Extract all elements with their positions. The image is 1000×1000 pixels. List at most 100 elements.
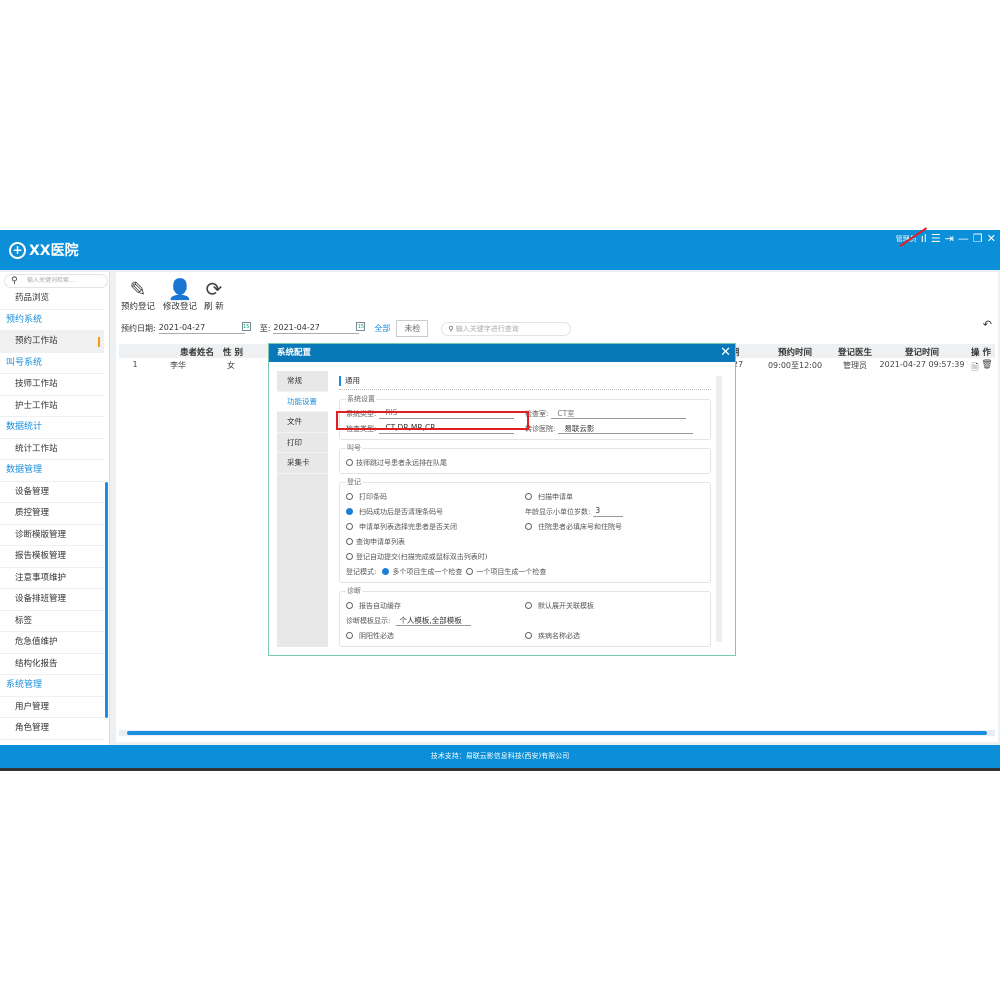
sidebar-group[interactable]: 数据管理 [0,460,104,482]
system-type-label: 系统类型: [346,409,377,418]
add-appointment-button[interactable]: ✎ 预约登记 [121,278,155,312]
radio[interactable] [466,568,474,575]
group-legend: 系统设置 [347,395,375,403]
horizontal-scrollbar[interactable] [119,730,995,736]
cell-regtime: 2021-04-27 09:57:39 [879,360,965,369]
sidebar-item[interactable]: 标签 [0,611,104,632]
group-legend: 诊断 [347,587,361,595]
radio[interactable] [346,632,353,639]
add-label: 预约登记 [121,302,156,312]
trash-icon[interactable]: 🗑 [981,360,993,370]
close-icon[interactable]: ✕ [986,232,996,245]
radio[interactable] [346,602,353,609]
cell-time: 09:00至12:00 [767,361,823,370]
header: + XX医院 管理员 ıl ☰ ⇥ — ❐ ✕ [0,230,1000,270]
radio[interactable] [525,602,532,609]
sidebar-item[interactable]: 结构化报告 [0,654,104,675]
sidebar-item[interactable]: 质控管理 [0,503,104,525]
age-unit-label: 年龄显示小单位岁数: [525,507,591,516]
referral-hospital-input[interactable]: 易联云影 [558,423,694,434]
minimize-icon[interactable]: — [957,232,969,245]
sidebar-search-input[interactable]: ⚲ 输入关键词检索... [4,274,108,288]
sidebar-group[interactable]: 叫号系统 [0,353,104,374]
radio[interactable] [346,493,353,500]
col-ops: 操 作 [971,348,991,358]
all-button[interactable]: 全部 [374,324,391,333]
user-name[interactable]: 管理员 [895,234,917,243]
radio[interactable] [346,523,353,530]
tab-print[interactable]: 打印 [277,433,328,453]
dialog-close-icon[interactable]: ✕ [720,345,731,360]
edit-form-icon: ✎ [129,277,147,301]
option-label: 一个项目生成一个检查 [476,567,547,576]
radio[interactable] [525,523,532,530]
sidebar-group[interactable]: 预约系统 [0,310,104,331]
radio-checked[interactable] [382,568,390,575]
option-label: 多个项目生成一个检查 [392,567,463,576]
sidebar-group[interactable]: 系统管理 [0,675,104,697]
sidebar-item[interactable]: 药品浏览 [0,288,104,310]
calendar-icon[interactable]: 15 [356,322,366,331]
date-to-input[interactable]: 2021-04-27 15 [273,322,366,334]
radio[interactable] [346,553,353,560]
unchecked-button[interactable]: 未检 [396,320,429,337]
sidebar-item[interactable]: 护士工作站 [0,396,104,417]
radio[interactable] [346,538,353,545]
sidebar-group[interactable]: 数据统计 [0,417,104,439]
system-config-dialog: 系统配置 ✕ 常规 功能设置 文件 打印 采集卡 通用 系统设置 系统类型: RI… [268,343,736,656]
col-sex: 性 别 [223,348,243,358]
tab-file[interactable]: 文件 [277,412,328,433]
radio-checked[interactable] [346,508,353,515]
template-display-input[interactable]: 个人模板,全部模板 [396,615,472,626]
refresh-label: 刷 新 [204,302,224,312]
keyword-search-input[interactable]: ⚲ 输入关键字进行查询 [441,321,572,336]
call-group: 叫号 技师跳过号患者永远排在队尾 [339,443,711,474]
edit-appointment-button[interactable]: 👤 修改登记 [163,278,197,312]
exam-type-input[interactable]: CT,DR,MR,CR [379,423,515,434]
radio[interactable] [525,493,532,500]
sidebar-item[interactable]: 诊断模版管理 [0,525,104,546]
sidebar-item[interactable]: 用户管理 [0,697,104,718]
room-input[interactable]: CT室 [551,408,687,419]
cell-doctor: 管理员 [843,361,867,370]
template-display-label: 诊断模板显示: [346,616,391,625]
restore-icon[interactable]: ❐ [972,232,983,245]
sidebar-item[interactable]: 技师工作站 [0,374,104,396]
back-icon[interactable]: ↶ [982,318,992,331]
sidebar-item[interactable]: 预约工作站 [0,331,104,353]
date-from-value: 2021-04-27 [158,323,206,332]
tab-capture-card[interactable]: 采集卡 [277,453,328,474]
date-label: 预约日期: [121,324,156,333]
sidebar-item[interactable]: 危急值维护 [0,632,104,654]
sidebar-item[interactable]: 注意事项维护 [0,568,104,589]
refresh-button[interactable]: ⟳ 刷 新 [204,278,224,312]
option-label: 登记自动提交(扫描完成或鼠标双击列表时) [356,552,488,561]
sidebar-item[interactable]: 报告模板管理 [0,546,104,568]
search-icon: ⚲ [448,324,456,333]
sidebar-item[interactable]: 统计工作站 [0,439,104,460]
table-row[interactable]: 1 李华 女 27 09:00至12:00 管理员 2021-04-27 09:… [119,358,995,374]
age-unit-input[interactable]: 3 [593,506,624,517]
section-title: 通用 [339,376,711,386]
edit-doc-icon[interactable]: 🗎 [971,363,979,373]
calendar-icon[interactable]: 15 [241,322,251,331]
diagnosis-group: 诊断 报告自动缓存 默认展开关联模板 诊断模板显示: 个人模板,全部模板 阴阳性必选… [339,586,711,647]
tab-general[interactable]: 常规 [277,371,328,392]
sidebar-scrollbar[interactable] [105,482,108,718]
hospital-cross-icon: + [9,241,26,259]
date-from-input[interactable]: 2021-04-27 15 [158,322,251,334]
dialog-scrollbar[interactable] [716,376,722,642]
sidebar-item[interactable]: 设备管理 [0,482,104,503]
group-legend: 叫号 [347,444,361,452]
date-to-label: 至: [259,324,271,333]
dialog-title: 系统配置 [269,344,735,362]
sidebar-item[interactable]: 设备排班管理 [0,589,104,611]
tab-function-settings[interactable]: 功能设置 [277,391,328,412]
radio[interactable] [525,632,532,639]
room-label: 检查室: [525,409,549,418]
radio[interactable] [346,459,353,466]
logout-icon[interactable]: ⇥ [944,232,954,245]
sidebar-item[interactable]: 角色管理 [0,718,104,740]
col-time: 预约时间 [777,348,813,358]
menu-icon[interactable]: ☰ [930,232,941,245]
